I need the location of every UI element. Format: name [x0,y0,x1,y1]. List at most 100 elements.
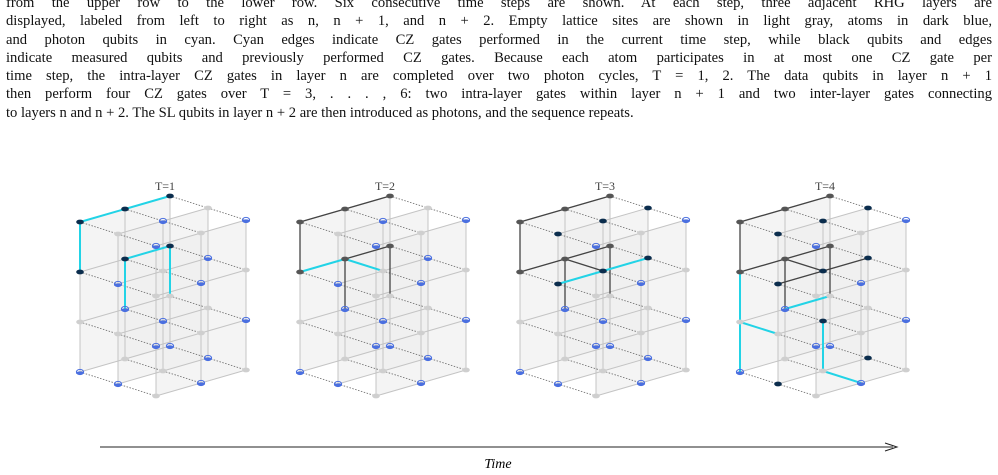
interlayer-edge [207,357,247,371]
lattice-site [864,355,872,361]
lattice-site [826,193,834,199]
lattice-edge [382,207,429,222]
lattice-site [781,356,789,362]
photon-qubit-core [424,357,432,361]
interlayer-edge [79,221,119,235]
lattice-edge [602,207,649,222]
interlayer-edge [557,283,597,297]
interlayer-edge [337,233,377,247]
caption-line: to layers n and n + 2. The SL qubits in … [6,104,634,121]
interlayer-edge [609,345,649,359]
photon-qubit-core [424,257,432,261]
interlayer-edge [427,257,467,271]
photon-qubit [333,380,343,388]
lattice-edge [200,319,247,334]
photon-qubit [241,316,251,324]
interlayer-edge [867,307,907,321]
photon-qubit-core [372,345,380,349]
lattice-panel: T=2 [295,179,471,399]
interlayer-edge [117,233,157,247]
photon-qubit-core [554,383,562,387]
caption: from the upper row to the lower row. Six… [6,0,992,122]
past-gate [344,245,391,260]
interlayer-edge [124,358,164,372]
lattice-site [152,393,160,399]
photon-qubit-core [561,308,569,312]
lattice-site [554,281,562,287]
interlayer-edge [389,195,429,209]
lattice-site [774,381,782,387]
photon-qubit [605,342,615,350]
interlayer-edge [519,221,559,235]
lattice-edge [162,207,209,222]
lattice-site [417,330,425,336]
photon-qubit [196,379,206,387]
photon-qubit-core [826,345,834,349]
lattice-site [819,218,827,224]
past-gate [822,257,869,272]
photon-qubit-core [606,345,614,349]
interlayer-edge [602,270,642,284]
lattice-site [637,330,645,336]
cz-gate [739,321,779,335]
lattice-edge [155,332,202,347]
interlayer-edge [557,233,597,247]
past-gate [777,270,824,285]
interlayer-edge [784,358,824,372]
lattice-edge [815,382,862,397]
interlayer-edge [777,233,817,247]
photon-qubit [203,254,213,262]
interlayer-edge [784,308,824,322]
lattice-edge [640,369,687,384]
lattice-edge [420,369,467,384]
lattice-site [781,256,789,262]
interlayer-edge [124,308,164,322]
interlayer-edge [389,295,429,309]
caption-line: from the upper row to the lower row. Six… [6,0,992,11]
photon-qubit-core [637,382,645,386]
interlayer-edge [602,220,642,234]
lattice-site [774,331,782,337]
lattice-panel: T=1 [75,179,251,399]
interlayer-edge [382,320,422,334]
interlayer-edge [602,370,642,384]
past-gate [519,258,566,273]
interlayer-edge [169,295,209,309]
photon-qubit-core [372,245,380,249]
photon-qubit [75,368,85,376]
photon-qubit [560,305,570,313]
interlayer-edge [124,208,164,222]
photon-qubit-core [592,345,600,349]
interlayer-edge [427,357,467,371]
lattice-site [736,269,744,275]
interlayer-edge [519,321,559,335]
photon-qubit-core [334,383,342,387]
photon-qubit-core [76,371,84,375]
lattice-edge [420,319,467,334]
lattice-site [554,231,562,237]
caption-line: time step, the intra-layer CZ gates in l… [6,68,992,85]
photon-qubit-core [204,257,212,261]
interlayer-edge [647,307,687,321]
interlayer-edge [557,383,597,397]
interlayer-edge [739,271,779,285]
photon-qubit [591,342,601,350]
lattice-site [819,268,827,274]
photon-qubit-core [682,319,690,323]
interlayer-edge [382,270,422,284]
interlayer-edge [299,371,339,385]
photon-qubit [636,379,646,387]
lattice-edge [595,332,642,347]
photon-qubit-core [114,383,122,387]
interlayer-edge [169,345,209,359]
lattice-edge [337,220,384,235]
photon-qubit [643,354,653,362]
lattice-site [592,293,600,299]
lattice-edge [640,219,687,234]
cz-gate [299,258,346,273]
lattice-site [424,305,432,311]
lattice-site [819,368,827,374]
lattice-site [121,256,129,262]
photon-qubit-core [379,220,387,224]
interlayer-edge [784,208,824,222]
